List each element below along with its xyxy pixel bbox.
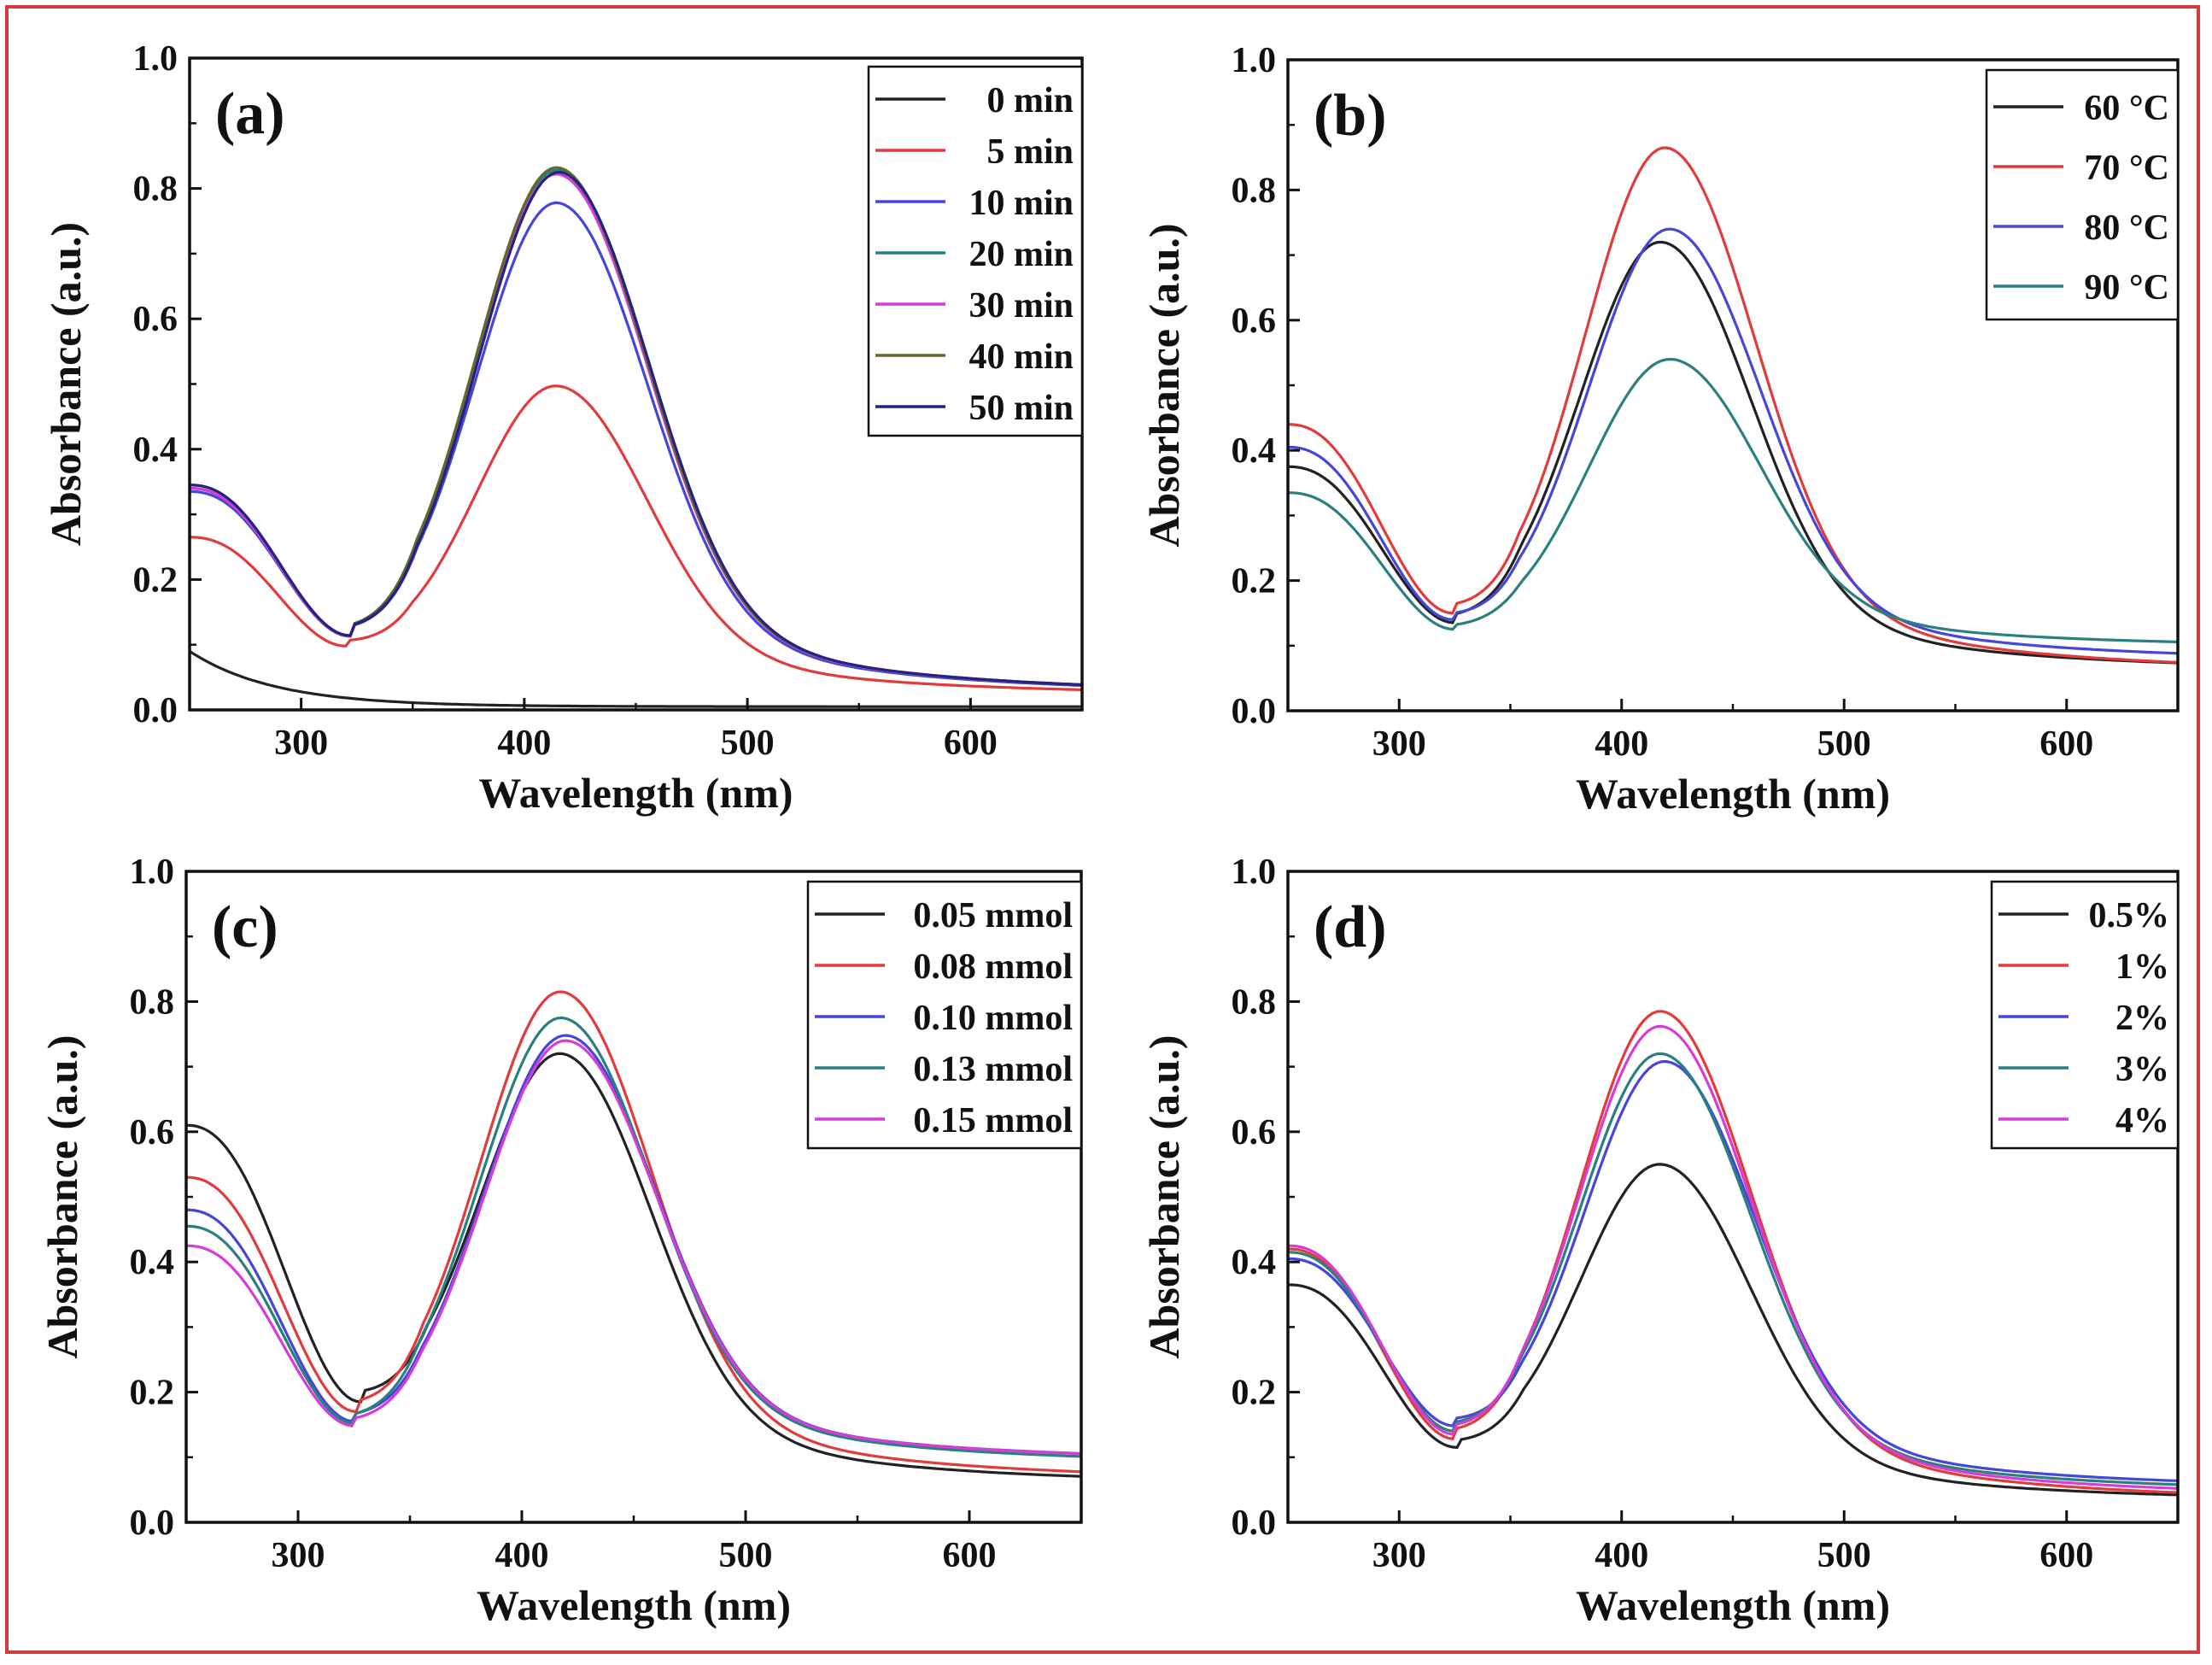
- series-line-60-c: [1288, 240, 2178, 665]
- x-tick-label: 600: [2039, 724, 2093, 764]
- series-line-70-c: [1288, 146, 2178, 664]
- series-line-0-08-mmol: [186, 990, 1081, 1474]
- y-tick-label: 1.0: [1232, 853, 1277, 892]
- series-line-3-: [1288, 1052, 2178, 1486]
- x-axis-label: Wavelength (nm): [1576, 1581, 1890, 1629]
- series-line-0-15-mmol: [186, 1039, 1081, 1456]
- panel-c: 0.0 0.2 0.4 0.6 0.8 1.0 300 400 500 600 Wavelength…: [38, 853, 1083, 1629]
- x-axis-label: Wavelength (nm): [477, 1581, 791, 1629]
- x-tick-label: 300: [272, 1536, 325, 1575]
- y-tick-label: 0.8: [1232, 171, 1277, 210]
- y-tick-label: 1.0: [133, 39, 178, 79]
- series-line-0-13-mmol: [186, 1016, 1081, 1458]
- panel-d: 0.0 0.2 0.4 0.6 0.8 1.0 300 400 500 600 Wavelength…: [1140, 853, 2180, 1629]
- legend-entry: 0 min: [986, 81, 1074, 120]
- y-tick-label: 0.8: [1232, 982, 1277, 1022]
- x-tick-label: 500: [1817, 724, 1871, 764]
- series-line-80-c: [1288, 227, 2178, 655]
- series-line-90-c: [1288, 357, 2178, 643]
- series-line-4-: [1288, 1024, 2178, 1490]
- y-tick-label: 0.8: [130, 982, 175, 1022]
- legend-entry: 0.13 mmol: [913, 1050, 1073, 1089]
- x-tick-label: 500: [721, 724, 775, 763]
- legend-entry: 4%: [2115, 1101, 2169, 1140]
- legend-entry: 50 min: [968, 389, 1074, 428]
- legend-box: [1985, 68, 2180, 321]
- series-line-50-min: [190, 170, 1082, 687]
- x-tick-label: 600: [2039, 1536, 2093, 1575]
- y-tick-label: 0.0: [1232, 692, 1277, 731]
- legend-entry: 0.5%: [2089, 896, 2170, 935]
- y-tick-label: 0.2: [1232, 562, 1277, 601]
- series-line-0-5-: [1288, 1163, 2178, 1497]
- x-tick-label: 500: [719, 1536, 773, 1575]
- legend-entry: 1%: [2115, 947, 2169, 987]
- series-line-1-: [1288, 1010, 2178, 1494]
- panel-label: (a): [215, 81, 285, 147]
- legend-entry: 30 min: [968, 286, 1074, 325]
- x-tick-label: 400: [495, 1536, 549, 1575]
- legend-entry: 10 min: [968, 184, 1074, 223]
- figure-border: [5, 5, 2200, 1654]
- y-axis-label: Absorbance (a.u.): [1140, 223, 1188, 547]
- legend-entry: 60 °C: [2084, 89, 2169, 128]
- x-tick-label: 300: [1372, 1536, 1426, 1575]
- y-axis-label: Absorbance (a.u.): [42, 222, 90, 546]
- y-tick-label: 0.6: [130, 1113, 175, 1152]
- legend-entry: 40 min: [968, 337, 1074, 377]
- panel-label: (b): [1314, 83, 1387, 149]
- legend-entry: 0.15 mmol: [913, 1101, 1073, 1140]
- y-tick-label: 0.0: [1232, 1504, 1277, 1543]
- y-tick-label: 0.0: [130, 1504, 175, 1543]
- legend-entry: 0.10 mmol: [913, 999, 1073, 1038]
- legend-entry: 90 °C: [2084, 268, 2169, 308]
- legend-entry: 20 min: [968, 235, 1074, 274]
- series-line-2-: [1288, 1059, 2178, 1482]
- legend-entry: 0.05 mmol: [913, 896, 1073, 935]
- y-tick-label: 0.8: [133, 170, 178, 209]
- y-tick-label: 1.0: [1232, 41, 1277, 80]
- panel-b: 0.0 0.2 0.4 0.6 0.8 1.0 300 400 500 600 Wavelength…: [1140, 41, 2180, 818]
- y-tick-label: 0.2: [133, 560, 178, 600]
- panel-label: (d): [1314, 894, 1387, 960]
- x-tick-label: 600: [944, 724, 998, 763]
- x-axis-label: Wavelength (nm): [478, 769, 793, 817]
- legend-entry: 70 °C: [2084, 149, 2169, 188]
- series-line-0-05-mmol: [186, 1052, 1081, 1478]
- y-tick-label: 0.6: [1232, 1113, 1277, 1152]
- y-tick-label: 0.4: [133, 431, 178, 470]
- y-tick-label: 0.2: [130, 1374, 175, 1413]
- x-tick-label: 400: [497, 724, 551, 763]
- x-tick-label: 500: [1817, 1536, 1871, 1575]
- y-tick-label: 0.4: [1232, 1243, 1277, 1282]
- legend-entry: 0.08 mmol: [913, 947, 1073, 987]
- y-tick-label: 0.0: [133, 691, 178, 730]
- y-tick-label: 0.6: [133, 300, 178, 339]
- series-line-5-min: [190, 384, 1082, 691]
- x-tick-label: 300: [274, 724, 328, 763]
- y-tick-label: 1.0: [130, 853, 175, 892]
- legend-box: [867, 65, 1084, 437]
- y-tick-label: 0.6: [1232, 302, 1277, 341]
- legend-entry: 80 °C: [2084, 208, 2169, 248]
- x-tick-label: 400: [1595, 1536, 1648, 1575]
- y-axis-label: Absorbance (a.u.): [1140, 1035, 1188, 1358]
- x-tick-label: 600: [943, 1536, 997, 1575]
- y-tick-label: 0.4: [1232, 431, 1277, 471]
- panel-a: 0.0 0.2 0.4 0.6 0.8 1.0 300 400 500 600 Wavelength…: [42, 39, 1084, 817]
- legend-entry: 5 min: [986, 132, 1074, 172]
- x-tick-label: 300: [1372, 724, 1426, 764]
- y-tick-label: 0.2: [1232, 1374, 1277, 1413]
- legend-box: [806, 880, 1083, 1150]
- x-tick-label: 400: [1595, 724, 1648, 764]
- legend-box: [1990, 880, 2180, 1150]
- y-tick-label: 0.4: [130, 1243, 175, 1282]
- legend-entry: 3%: [2115, 1050, 2169, 1089]
- y-axis-label: Absorbance (a.u.): [38, 1035, 86, 1358]
- panel-label: (c): [212, 894, 278, 960]
- legend-entry: 2%: [2115, 999, 2169, 1038]
- x-axis-label: Wavelength (nm): [1576, 770, 1890, 818]
